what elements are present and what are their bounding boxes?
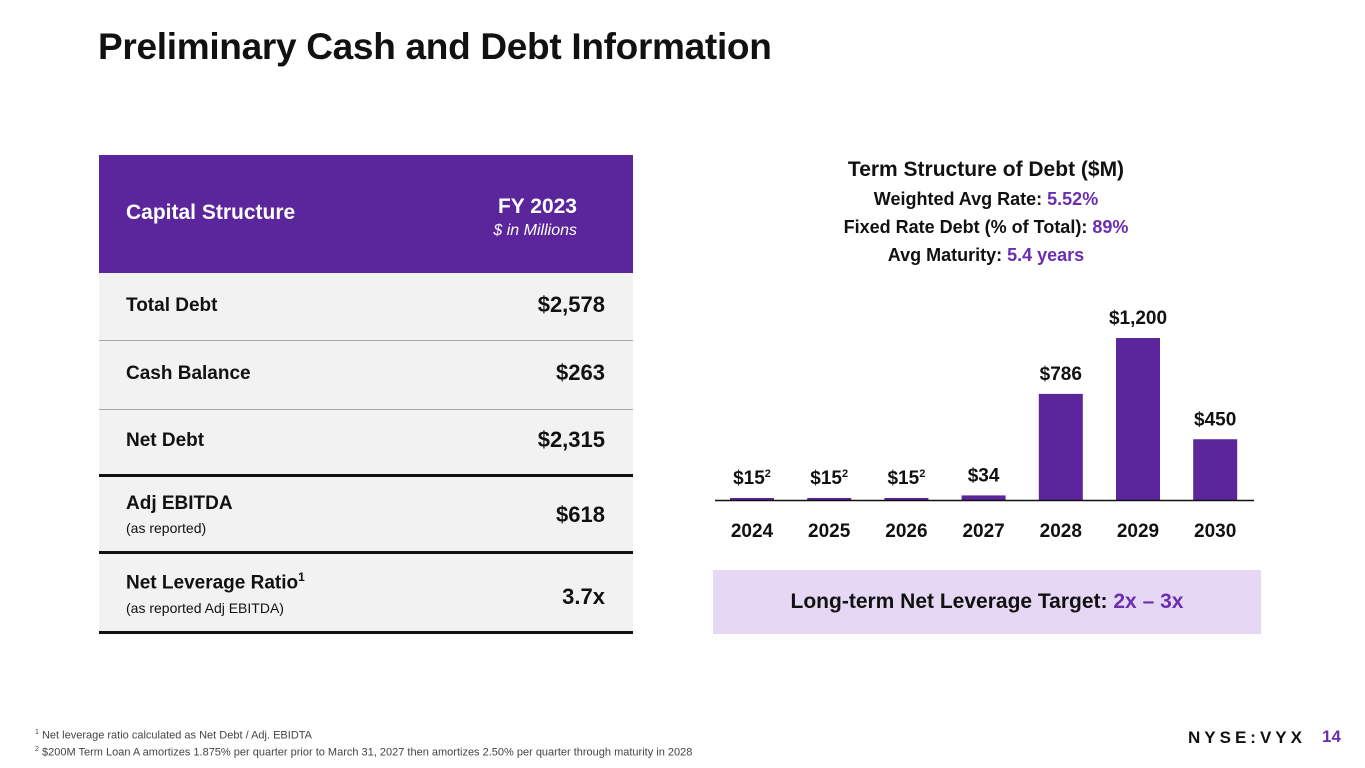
- fixed-rate-debt: Fixed Rate Debt (% of Total): 89%: [700, 217, 1272, 238]
- table-header-year: FY 2023: [498, 195, 577, 219]
- row-value: $263: [556, 360, 605, 386]
- row-value: $618: [556, 502, 605, 528]
- bar-2028: [1039, 394, 1083, 500]
- footnote-ref: 1: [298, 570, 305, 584]
- chart-title: Term Structure of Debt ($M): [700, 158, 1272, 182]
- row-value: $2,315: [538, 427, 605, 453]
- bar-2025: [807, 498, 851, 500]
- leverage-target-value: 2x – 3x: [1113, 590, 1183, 613]
- maturity-label: Avg Maturity:: [888, 245, 1007, 265]
- footnote: 2 $200M Term Loan A amortizes 1.875% per…: [35, 743, 692, 760]
- row-label: Total Debt: [126, 295, 217, 317]
- rate-value: 5.52%: [1047, 189, 1098, 209]
- bar-2024: [730, 498, 774, 500]
- footnote-text: Net leverage ratio calculated as Net Deb…: [42, 730, 312, 742]
- x-tick-label: 2027: [962, 521, 1004, 542]
- x-tick-label: 2029: [1117, 521, 1159, 542]
- bar-2030: [1193, 439, 1237, 500]
- leverage-target-box: Long-term Net Leverage Target: 2x – 3x: [713, 570, 1261, 634]
- table-row: Net Leverage Ratio1 (as reported Adj EBI…: [99, 554, 633, 634]
- bar-2029: [1116, 338, 1160, 500]
- data-label: $786: [1040, 364, 1082, 385]
- data-label: $152: [810, 468, 848, 489]
- bar-2026: [884, 498, 928, 500]
- weighted-avg-rate: Weighted Avg Rate: 5.52%: [700, 189, 1272, 210]
- x-tick-label: 2024: [731, 521, 774, 542]
- table-row: Adj EBITDA (as reported) $618: [99, 477, 633, 554]
- row-label-text: Net Leverage Ratio: [126, 572, 298, 593]
- capital-structure-table: Capital Structure FY 2023 $ in Millions …: [99, 155, 633, 634]
- x-tick-label: 2025: [808, 521, 851, 542]
- leverage-target-label: Long-term Net Leverage Target:: [791, 590, 1114, 613]
- fixed-value: 89%: [1092, 217, 1128, 237]
- table-header-unit: $ in Millions: [493, 222, 577, 240]
- x-tick-label: 2028: [1040, 521, 1082, 542]
- company-logo: NYSE:VYX: [1188, 728, 1306, 748]
- row-value: 3.7x: [562, 584, 605, 610]
- data-label: $152: [887, 468, 925, 489]
- rate-label: Weighted Avg Rate:: [874, 189, 1047, 209]
- chart-header: Term Structure of Debt ($M) Weighted Avg…: [700, 156, 1272, 266]
- footnote-text: $200M Term Loan A amortizes 1.875% per q…: [42, 746, 692, 758]
- footnote-number: 1: [35, 729, 39, 736]
- table-row: Net Debt $2,315: [99, 410, 633, 477]
- avg-maturity: Avg Maturity: 5.4 years: [700, 245, 1272, 266]
- maturity-value: 5.4 years: [1007, 245, 1084, 265]
- table-header: Capital Structure FY 2023 $ in Millions: [99, 155, 633, 273]
- footnote: 1 Net leverage ratio calculated as Net D…: [35, 726, 692, 743]
- row-sublabel: (as reported): [126, 520, 206, 536]
- table-row: Cash Balance $263: [99, 341, 633, 410]
- data-label: $152: [733, 468, 771, 489]
- data-label: $1,200: [1109, 308, 1167, 329]
- bar-2027: [962, 495, 1006, 500]
- debt-maturity-chart: $152 2024 $152 2025 $152 2026 $34 2027 $786 2028 $…: [700, 290, 1272, 550]
- page-number: 14: [1322, 727, 1341, 747]
- table-header-label: Capital Structure: [126, 201, 295, 225]
- data-label: $450: [1194, 409, 1236, 430]
- fixed-label: Fixed Rate Debt (% of Total):: [844, 217, 1093, 237]
- table-row: Total Debt $2,578: [99, 273, 633, 341]
- row-value: $2,578: [538, 292, 605, 318]
- row-label: Net Debt: [126, 430, 204, 452]
- row-label: Cash Balance: [126, 363, 251, 385]
- row-label: Net Leverage Ratio1: [126, 570, 305, 594]
- footnote-number: 2: [35, 746, 39, 753]
- x-tick-label: 2026: [885, 521, 927, 542]
- row-label: Adj EBITDA: [126, 493, 233, 515]
- footnotes: 1 Net leverage ratio calculated as Net D…: [35, 726, 692, 759]
- row-sublabel: (as reported Adj EBITDA): [126, 600, 284, 616]
- data-label: $34: [968, 465, 1000, 486]
- page-title: Preliminary Cash and Debt Information: [98, 26, 772, 68]
- x-tick-label: 2030: [1194, 521, 1236, 542]
